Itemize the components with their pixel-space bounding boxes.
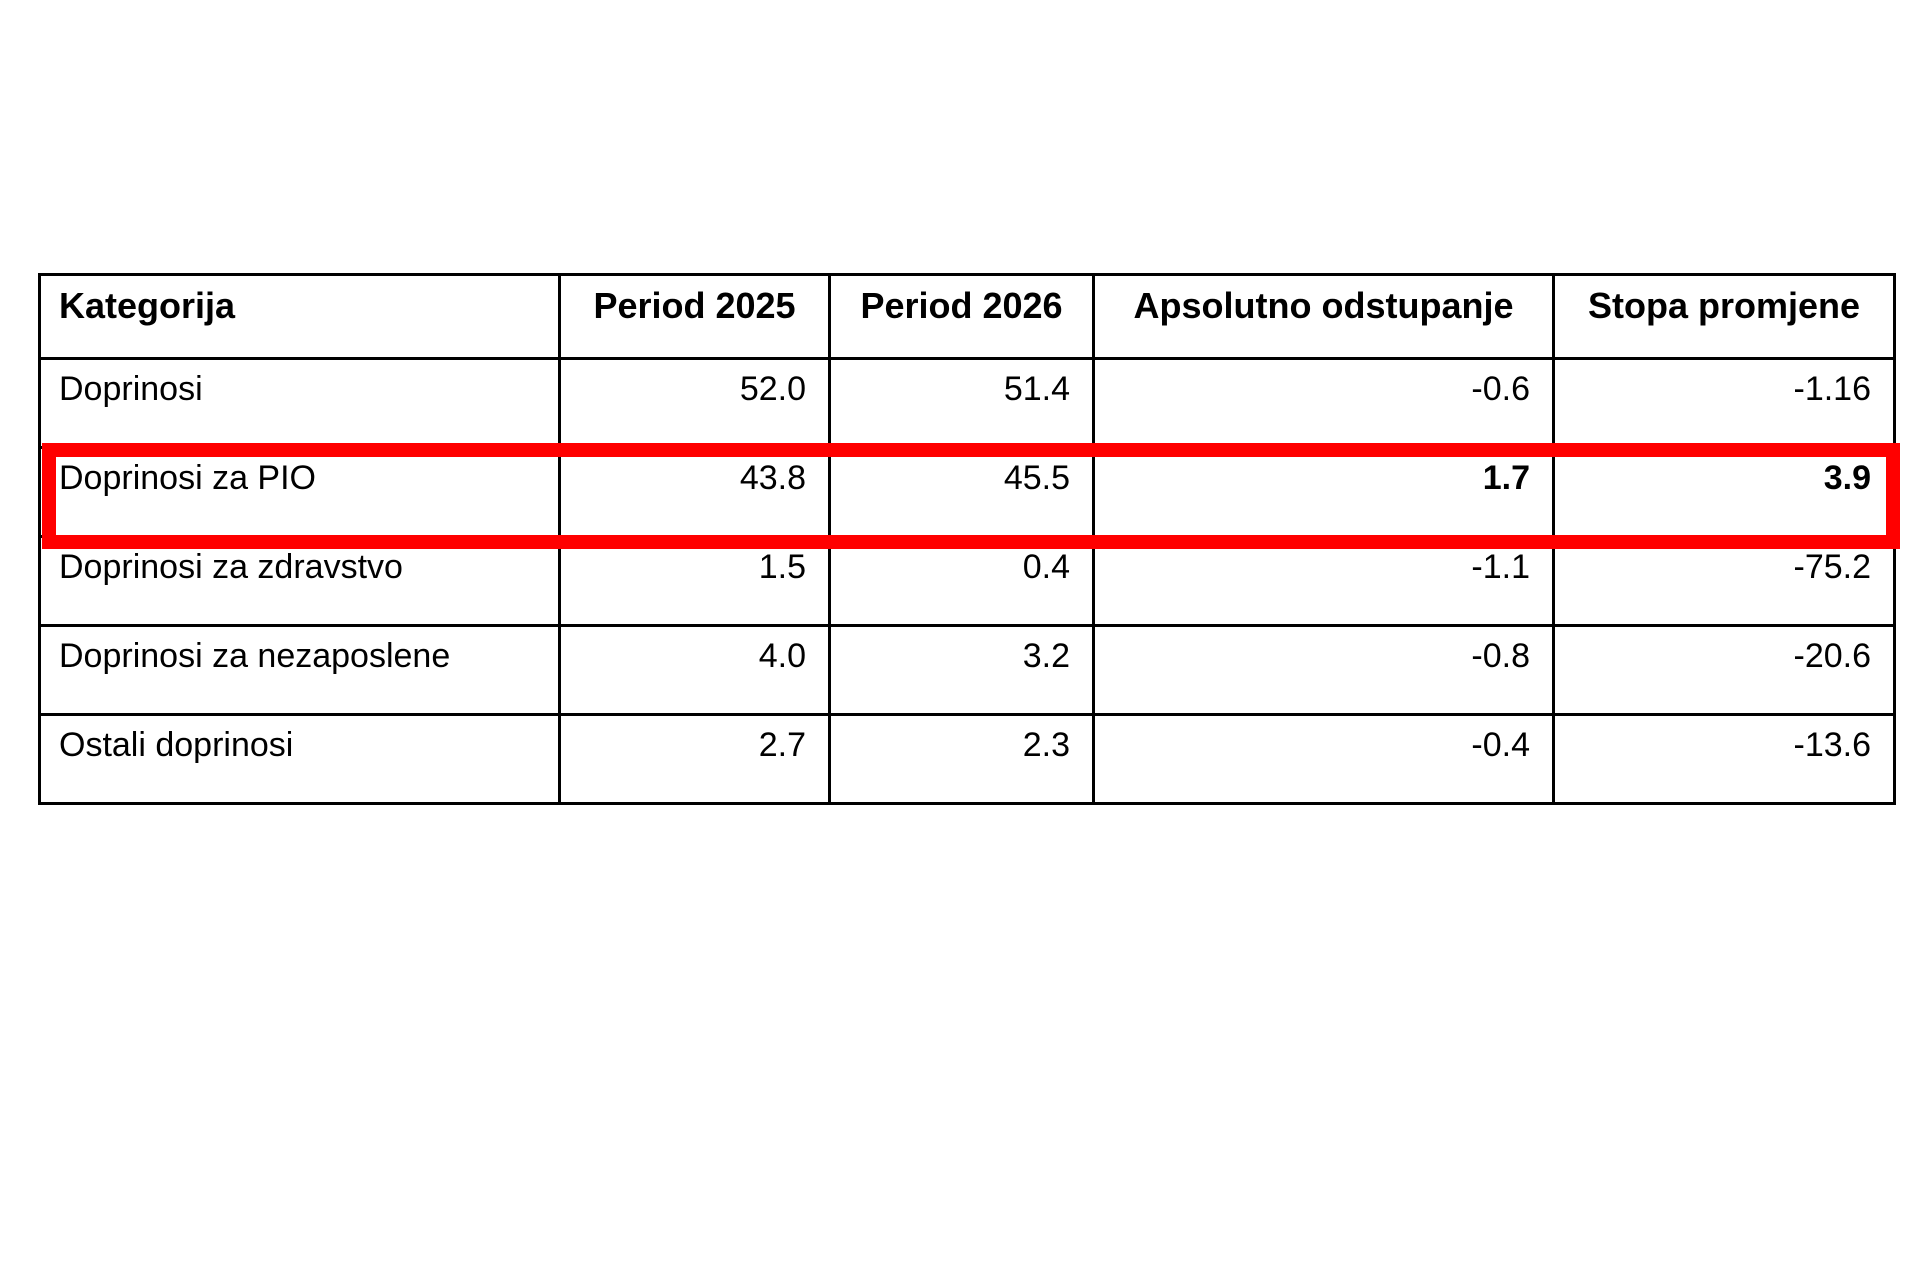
cell-period-2026: 45.5	[828, 446, 1095, 538]
column-header-kategorija: Kategorija	[38, 273, 561, 360]
table-row-doprinosi-za-pio: Doprinosi za PIO 43.8 45.5 1.7 3.9	[38, 446, 1896, 538]
header-row: Kategorija Period 2025 Period 2026 Apsol…	[38, 273, 1896, 360]
cell-period-2026: 2.3	[828, 713, 1095, 805]
cell-period-2026: 51.4	[828, 357, 1095, 449]
table-row-ostali-doprinosi: Ostali doprinosi 2.7 2.3 -0.4 -13.6	[38, 713, 1896, 805]
column-header-period-2025: Period 2025	[558, 273, 831, 360]
cell-apsolutno-odstupanje: -1.1	[1092, 535, 1555, 627]
table-row-doprinosi-za-zdravstvo: Doprinosi za zdravstvo 1.5 0.4 -1.1 -75.…	[38, 535, 1896, 627]
column-header-apsolutno-odstupanje: Apsolutno odstupanje	[1092, 273, 1555, 360]
column-header-period-2026: Period 2026	[828, 273, 1095, 360]
cell-apsolutno-odstupanje: -0.8	[1092, 624, 1555, 716]
cell-apsolutno-odstupanje: 1.7	[1092, 446, 1555, 538]
cell-period-2026: 0.4	[828, 535, 1095, 627]
cell-category: Doprinosi	[38, 357, 561, 449]
cell-stopa-promjene: 3.9	[1552, 446, 1896, 538]
cell-category: Doprinosi za PIO	[38, 446, 561, 538]
cell-category: Doprinosi za zdravstvo	[38, 535, 561, 627]
cell-category: Doprinosi za nezaposlene	[38, 624, 561, 716]
categories-table: Kategorija Period 2025 Period 2026 Apsol…	[38, 273, 1896, 805]
cell-period-2025: 43.8	[558, 446, 831, 538]
cell-category: Ostali doprinosi	[38, 713, 561, 805]
cell-stopa-promjene: -1.16	[1552, 357, 1896, 449]
cell-apsolutno-odstupanje: -0.4	[1092, 713, 1555, 805]
cell-stopa-promjene: -13.6	[1552, 713, 1896, 805]
cell-period-2025: 52.0	[558, 357, 831, 449]
cell-period-2026: 3.2	[828, 624, 1095, 716]
table-row-doprinosi-za-nezaposlene: Doprinosi za nezaposlene 4.0 3.2 -0.8 -2…	[38, 624, 1896, 716]
column-header-stopa-promjene: Stopa promjene	[1552, 273, 1896, 360]
cell-stopa-promjene: -20.6	[1552, 624, 1896, 716]
cell-period-2025: 1.5	[558, 535, 831, 627]
cell-period-2025: 2.7	[558, 713, 831, 805]
table-row-doprinosi: Doprinosi 52.0 51.4 -0.6 -1.16	[38, 357, 1896, 449]
cell-apsolutno-odstupanje: -0.6	[1092, 357, 1555, 449]
cell-stopa-promjene: -75.2	[1552, 535, 1896, 627]
cell-period-2025: 4.0	[558, 624, 831, 716]
